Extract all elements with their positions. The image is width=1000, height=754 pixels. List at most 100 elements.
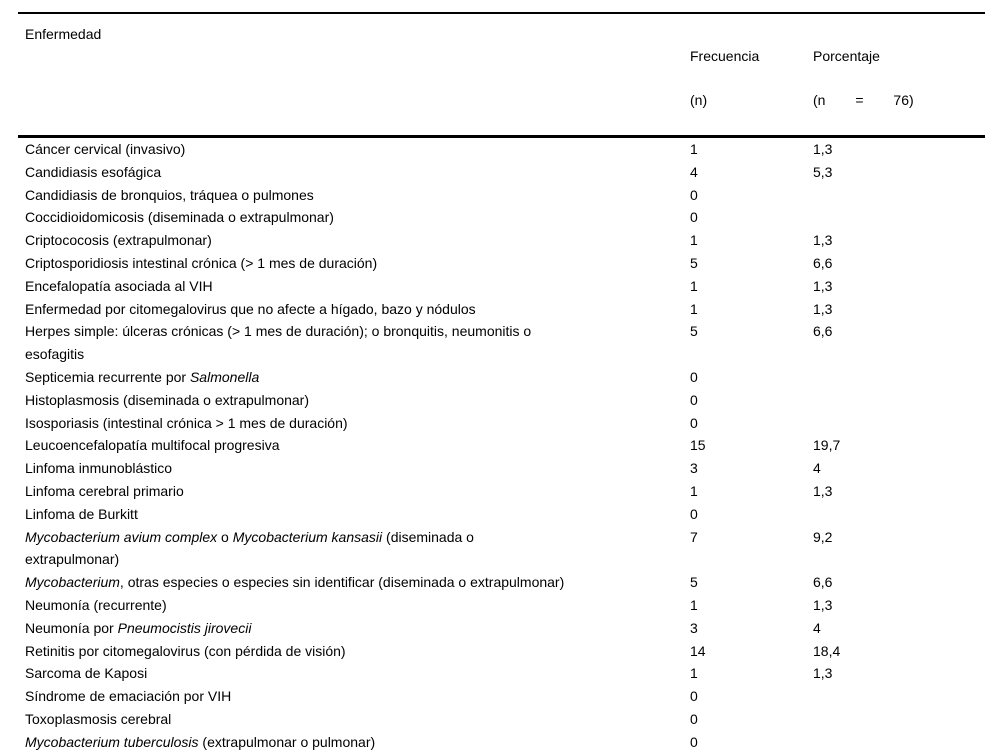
percentage-value: 1,3 <box>813 665 833 682</box>
frequency-value: 1 <box>690 482 698 499</box>
column-header-frecuencia-line1: Frecuencia <box>690 48 760 64</box>
disease-name: Criptosporidiosis intestinal crónica (> … <box>25 254 378 271</box>
table-body: Cáncer cervical (invasivo) 1 1,3 Candidi… <box>18 138 985 754</box>
table-row: Candidiasis de bronquios, tráquea o pulm… <box>18 184 985 207</box>
percentage-value <box>813 184 985 207</box>
frequency-value: 5 <box>690 254 698 271</box>
table-row: Mycobacterium, otras especies o especies… <box>18 571 985 594</box>
table-row: Neumonía (recurrente) 1 1,3 <box>18 594 985 617</box>
table-row: Mycobacterium tuberculosis (extrapulmona… <box>18 731 985 754</box>
table-top-rule <box>18 12 985 14</box>
disease-name: Septicemia recurrente por Salmonella <box>25 368 260 385</box>
table-header-row: Enfermedad Frecuencia (n) Porcentaje (n … <box>18 14 985 135</box>
frequency-value: 4 <box>690 163 698 180</box>
percentage-value <box>813 708 985 731</box>
frequency-value: 15 <box>690 437 706 454</box>
table-header-rule <box>18 135 985 138</box>
percentage-value: 6,6 <box>813 323 833 340</box>
disease-name: Neumonía por Pneumocistis jirovecii <box>25 619 252 636</box>
disease-name: Linfoma cerebral primario <box>25 482 184 499</box>
disease-name: Herpes simple: úlceras crónicas (> 1 mes… <box>25 323 532 363</box>
frequency-value: 0 <box>690 186 698 203</box>
disease-name: Criptococosis (extrapulmonar) <box>25 232 212 249</box>
disease-name: Candidiasis de bronquios, tráquea o pulm… <box>25 186 314 203</box>
disease-name: Síndrome de emaciación por VIH <box>25 688 232 705</box>
disease-name: Linfoma inmunoblástico <box>25 460 173 477</box>
table-row: Toxoplasmosis cerebral 0 <box>18 708 985 731</box>
disease-name: Sarcoma de Kaposi <box>25 665 148 682</box>
disease-name: Leucoencefalopatía multifocal progresiva <box>25 437 280 454</box>
column-header-enfermedad: Enfermedad <box>25 26 102 42</box>
disease-name: Isosporiasis (intestinal crónica > 1 mes… <box>25 414 348 431</box>
percentage-value: 4 <box>813 619 821 636</box>
table-row: Linfoma cerebral primario 1 1,3 <box>18 480 985 503</box>
column-header-frecuencia-line2: (n) <box>690 92 708 108</box>
frequency-value: 0 <box>690 505 698 522</box>
frequency-value: 1 <box>690 277 698 294</box>
table-row: Linfoma inmunoblástico 3 4 <box>18 457 985 480</box>
percentage-value: 1,3 <box>813 277 833 294</box>
disease-name: Encefalopatía asociada al VIH <box>25 277 213 294</box>
frequency-value: 0 <box>690 414 698 431</box>
table-row: Sarcoma de Kaposi 1 1,3 <box>18 662 985 685</box>
disease-name: Retinitis por citomegalovirus (con pérdi… <box>25 642 346 659</box>
frequency-value: 0 <box>690 733 698 750</box>
percentage-value <box>813 206 985 229</box>
disease-name: Mycobacterium avium complex o Mycobacter… <box>25 528 474 568</box>
frequency-value: 1 <box>690 141 698 157</box>
disease-name: Histoplasmosis (diseminada o extrapulmon… <box>25 391 310 408</box>
frequency-value: 0 <box>690 391 698 408</box>
column-header-frecuencia: Frecuencia (n) <box>690 23 813 133</box>
frequency-value: 3 <box>690 619 698 636</box>
frequency-value: 0 <box>690 368 698 385</box>
disease-name: Candidiasis esofágica <box>25 163 162 180</box>
column-header-porcentaje-line2: (n = 76) <box>813 92 914 108</box>
table-row: Criptosporidiosis intestinal crónica (> … <box>18 252 985 275</box>
percentage-value <box>813 412 985 435</box>
frequency-value: 3 <box>690 460 698 477</box>
percentage-value <box>813 389 985 412</box>
disease-name: Cáncer cervical (invasivo) <box>25 141 186 157</box>
percentage-value: 1,3 <box>813 300 833 317</box>
disease-name: Coccidioidomicosis (diseminada o extrapu… <box>25 209 334 226</box>
frequency-value: 1 <box>690 596 698 613</box>
frequency-value: 1 <box>690 665 698 682</box>
table-row: Criptococosis (extrapulmonar) 1 1,3 <box>18 229 985 252</box>
data-table: Enfermedad Frecuencia (n) Porcentaje (n … <box>18 12 985 754</box>
percentage-value: 6,6 <box>813 254 833 271</box>
table-row: Septicemia recurrente por Salmonella 0 <box>18 366 985 389</box>
percentage-value <box>813 685 985 708</box>
percentage-value: 18,4 <box>813 642 841 659</box>
percentage-value <box>813 731 985 754</box>
percentage-value: 1,3 <box>813 596 833 613</box>
frequency-value: 0 <box>690 209 698 226</box>
frequency-value: 1 <box>690 232 698 249</box>
percentage-value: 1,3 <box>813 232 833 249</box>
table-row: Neumonía por Pneumocistis jirovecii 3 4 <box>18 617 985 640</box>
percentage-value: 1,3 <box>813 141 833 157</box>
frequency-value: 5 <box>690 574 698 591</box>
percentage-value <box>813 366 985 389</box>
table-row: Isosporiasis (intestinal crónica > 1 mes… <box>18 412 985 435</box>
disease-name: Linfoma de Burkitt <box>25 505 138 522</box>
frequency-value: 7 <box>690 528 698 545</box>
column-header-porcentaje-line1: Porcentaje <box>813 48 880 64</box>
percentage-value: 9,2 <box>813 528 833 545</box>
table-row: Candidiasis esofágica 4 5,3 <box>18 161 985 184</box>
frequency-value: 14 <box>690 642 706 659</box>
percentage-value: 4 <box>813 460 821 477</box>
frequency-value: 0 <box>690 710 698 727</box>
disease-name: Enfermedad por citomegalovirus que no af… <box>25 300 476 317</box>
column-header-porcentaje: Porcentaje (n = 76) <box>813 23 985 133</box>
frequency-value: 0 <box>690 688 698 705</box>
table-row: Retinitis por citomegalovirus (con pérdi… <box>18 640 985 663</box>
disease-name: Neumonía (recurrente) <box>25 596 167 613</box>
table-row: Linfoma de Burkitt 0 <box>18 503 985 526</box>
disease-name: Toxoplasmosis cerebral <box>25 710 172 727</box>
table-row: Leucoencefalopatía multifocal progresiva… <box>18 434 985 457</box>
table-row: Cáncer cervical (invasivo) 1 1,3 <box>18 138 985 161</box>
percentage-value: 6,6 <box>813 574 833 591</box>
percentage-value: 1,3 <box>813 482 833 499</box>
percentage-value: 19,7 <box>813 437 841 454</box>
